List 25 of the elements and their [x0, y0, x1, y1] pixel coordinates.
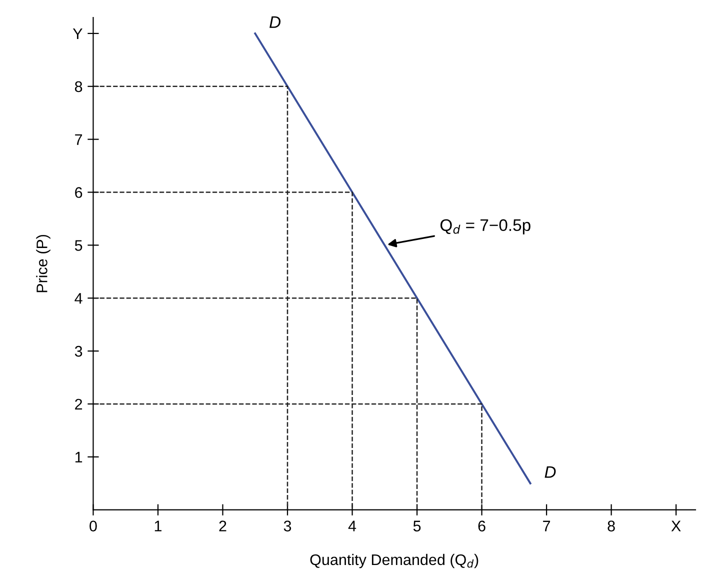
annotation: D [270, 16, 280, 28]
x-tick-label: 7 [543, 520, 550, 532]
x-tick-label: 0 [90, 520, 97, 532]
annotation: Q$_{d}$ = 7−0.5p [440, 219, 530, 234]
y-tick-label: 5 [74, 240, 82, 251]
x-axis-title: Quantity Demanded (Q$_{d}$) [310, 554, 478, 568]
y-tick-label: 8 [74, 81, 82, 92]
y-tick-label: 4 [74, 293, 82, 304]
x-tick-label: X [671, 520, 681, 532]
x-tick-label: 2 [219, 520, 226, 532]
y-tick-label: 2 [75, 398, 82, 410]
y-tick-label: 1 [75, 452, 82, 462]
x-tick-label: 8 [608, 520, 615, 532]
y-axis-title: Price (P) [36, 234, 50, 292]
y-tick-label: 7 [75, 134, 82, 145]
line-series [254, 32, 532, 484]
y-tick-label: 6 [75, 187, 82, 198]
x-tick-label: 5 [413, 520, 421, 532]
x-tick-label: 4 [348, 520, 356, 532]
y-tick-label: Y [72, 28, 82, 39]
x-tick-label: 6 [478, 520, 486, 532]
x-tick-label: 3 [284, 520, 292, 532]
y-tick-label: 3 [74, 346, 82, 357]
x-tick-label: 1 [154, 520, 162, 532]
annotation: D [544, 466, 556, 478]
